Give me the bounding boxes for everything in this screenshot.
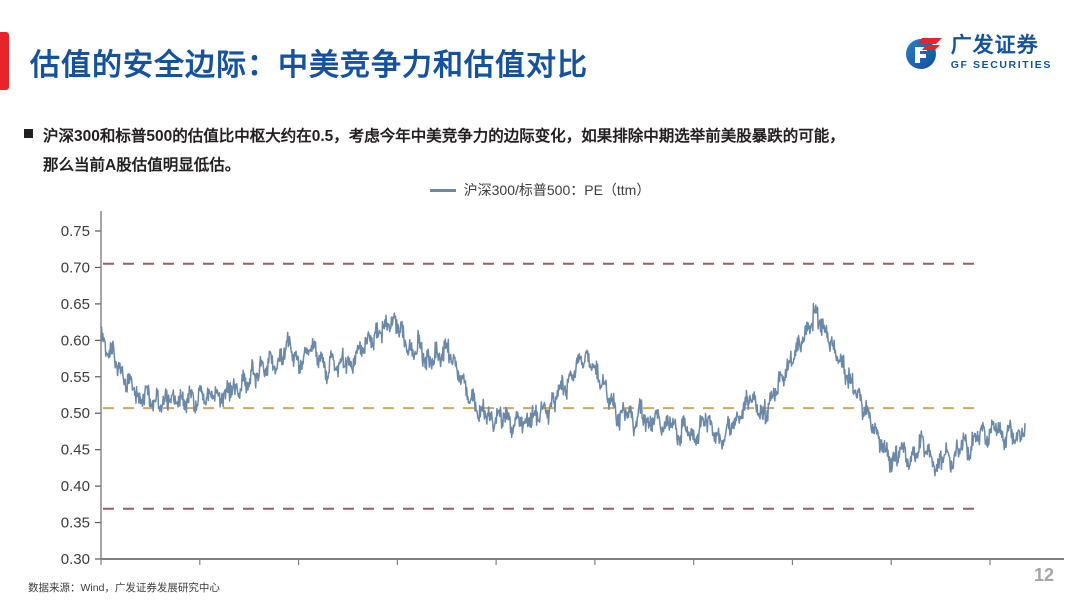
- bullet-line-2: 那么当前A股估值明显低估。: [43, 157, 241, 174]
- y-axis-label: 0.55: [61, 369, 90, 386]
- bullet-line-1: 沪深300和标普500的估值比中枢大约在0.5，考虑今年中美竞争力的边际变化，如…: [43, 128, 845, 145]
- brand-name-en: GF SECURITIES: [950, 59, 1052, 72]
- y-axis-label: 0.30: [61, 551, 90, 568]
- chart: 沪深300/标普500：PE（ttm） 0.30 0.35 0.40 0.45 0.50…: [0, 180, 1080, 570]
- brand-name-cn: 广发证券: [950, 34, 1039, 58]
- x-axis-label: 2022: [677, 569, 710, 570]
- y-axis-label: 0.40: [61, 478, 90, 495]
- bullet-square-icon: [24, 129, 33, 138]
- series-line-1: [100, 302, 1026, 477]
- y-axis-label: 0.35: [61, 515, 90, 532]
- source-note: 数据来源：Wind，广发证券发展研究中心: [28, 582, 220, 594]
- chart-legend: 沪深300/标普500：PE（ttm）: [0, 180, 1080, 200]
- brand-logo: 广发证券 GF SECURITIES: [902, 32, 1052, 74]
- bullet-item: 沪深300和标普500的估值比中枢大约在0.5，考虑今年中美竞争力的边际变化，如…: [24, 122, 1056, 151]
- x-axis-label: 2017: [183, 569, 216, 570]
- y-axis-label: 0.50: [61, 405, 90, 422]
- x-axis-label: 2019: [381, 569, 414, 570]
- brand-logo-text: 广发证券 GF SECURITIES: [951, 35, 1052, 71]
- x-axis-label: 2021: [578, 569, 611, 570]
- legend-swatch-series-1: [429, 188, 456, 192]
- gf-circle-logo-icon: [902, 32, 944, 74]
- x-axis-label: 2016: [84, 569, 117, 570]
- y-axis-label: 0.75: [61, 223, 90, 240]
- legend-label-series-1: 沪深300/标普500：PE（ttm）: [463, 182, 651, 198]
- x-axis-label: 2025: [973, 569, 1006, 570]
- x-axis-label: 2023: [776, 569, 809, 570]
- chart-plot-area: 0.30 0.35 0.40 0.45 0.50 0.55 0.60 0.65 0.70 0.75…: [0, 202, 1080, 570]
- y-axis-label: 0.70: [61, 259, 90, 276]
- y-axis-label: 0.45: [61, 442, 90, 459]
- bullet-block: 沪深300和标普500的估值比中枢大约在0.5，考虑今年中美竞争力的边际变化，如…: [24, 122, 1056, 180]
- y-axis-label: 0.65: [61, 296, 90, 313]
- x-axis-label: 2018: [282, 569, 315, 570]
- page-number: 12: [1033, 565, 1054, 585]
- x-axis-label: 2024: [875, 569, 908, 570]
- y-axis-label: 0.60: [61, 332, 90, 349]
- title-accent-bar: [0, 32, 9, 90]
- chart-svg: 0.30 0.35 0.40 0.45 0.50 0.55 0.60 0.65 0.70 0.75…: [61, 211, 1064, 570]
- page-title: 估值的安全边际：中美竞争力和估值对比: [30, 49, 588, 82]
- x-axis-label: 2020: [479, 569, 512, 570]
